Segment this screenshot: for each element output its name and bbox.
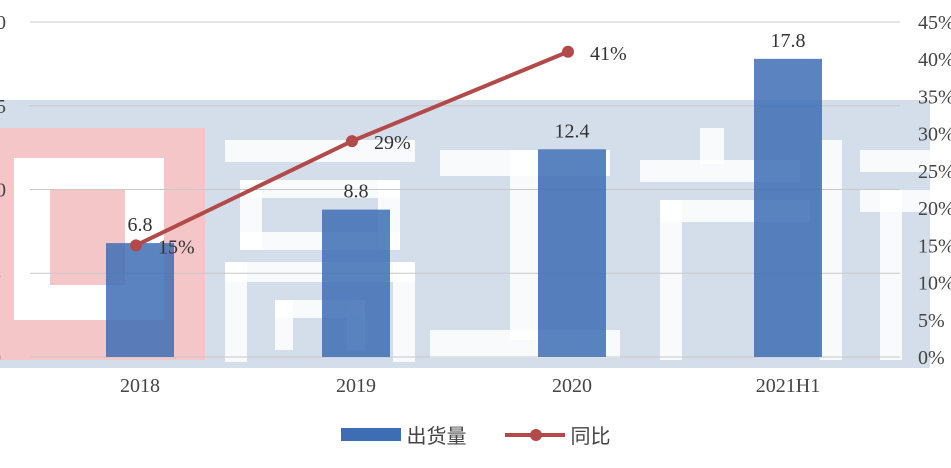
legend-label-bar: 出货量 xyxy=(406,424,467,448)
watermark-glyph-stroke xyxy=(275,300,293,350)
left-axis-tick: 15 xyxy=(0,96,6,118)
right-axis-tick: 30% xyxy=(918,124,951,146)
right-axis-tick: 25% xyxy=(918,161,951,183)
line-point-2018 xyxy=(130,239,142,252)
watermark-glyph-stroke xyxy=(660,200,682,360)
watermark-glyph-stroke xyxy=(700,128,724,164)
watermark-glyph-stroke xyxy=(860,150,930,172)
line-data-label: 41% xyxy=(590,43,627,65)
right-axis-tick: 45% xyxy=(918,12,951,34)
watermark-glyph-stroke xyxy=(510,150,538,340)
legend-label-line: 同比 xyxy=(570,424,611,448)
bar-2020 xyxy=(538,149,606,357)
right-axis-tick: 20% xyxy=(918,198,951,220)
right-axis-tick: 40% xyxy=(918,49,951,71)
bar-2019 xyxy=(322,209,390,357)
left-axis-tick: 10 xyxy=(0,180,6,202)
bar-data-label: 8.8 xyxy=(344,181,369,203)
right-axis-tick: 10% xyxy=(918,273,951,295)
watermark-glyph-stroke xyxy=(393,262,415,362)
legend: 出货量 同比 xyxy=(0,420,951,449)
watermark-glyph-stroke xyxy=(225,262,247,362)
watermark-glyph-stroke xyxy=(880,190,902,360)
right-axis-tick: 15% xyxy=(918,235,951,257)
x-axis-tick: 2020 xyxy=(552,375,592,397)
bar-2018 xyxy=(106,243,174,357)
x-axis-tick: 2019 xyxy=(336,375,376,397)
watermark-glyph-stroke xyxy=(225,140,415,162)
line-data-label: 15% xyxy=(158,236,195,258)
legend-swatch-line xyxy=(504,428,565,441)
bar-data-label: 12.4 xyxy=(555,120,590,142)
right-axis-tick: 5% xyxy=(918,310,945,332)
line-point-2019 xyxy=(346,135,358,148)
right-axis-tick: 35% xyxy=(918,86,951,108)
line-point-2020 xyxy=(562,45,574,58)
right-axis-tick: 0% xyxy=(918,347,945,369)
bar-data-label: 17.8 xyxy=(771,30,806,52)
x-axis-tick: 2018 xyxy=(120,375,160,397)
x-axis-tick: 2021H1 xyxy=(756,375,820,397)
left-axis-tick: 0 xyxy=(0,347,1,369)
bar-2021H1 xyxy=(754,58,822,357)
left-axis-tick: 5 xyxy=(0,263,1,285)
legend-item-bar: 出货量 xyxy=(340,420,467,449)
bar-data-label: 6.8 xyxy=(128,214,153,236)
legend-swatch-bar xyxy=(340,428,401,441)
left-axis-tick: 20 xyxy=(0,12,6,34)
line-data-label: 29% xyxy=(374,132,411,154)
watermark-glyph-stroke xyxy=(820,140,842,360)
legend-item-line: 同比 xyxy=(504,420,611,449)
